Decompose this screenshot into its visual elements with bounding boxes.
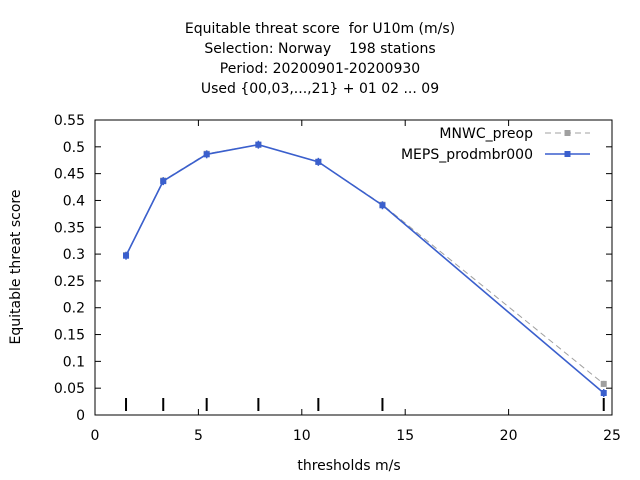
y-tick-label: 0.3 xyxy=(63,247,85,263)
data-point xyxy=(315,158,322,165)
axis-ticks: 0 0.05 0.1 0.15 0.2 0.25 0.3 0.35 0.4 0.45 0.5 0.55… xyxy=(54,113,621,444)
series-line-2 xyxy=(125,143,605,394)
y-tick-label: 0.5 xyxy=(63,140,85,156)
title-line-3: Period: 20200901-20200930 xyxy=(219,61,421,77)
legend: MNWC_preop MEPS_prodmbr000 xyxy=(401,126,590,163)
x-axis-label: thresholds m/s xyxy=(297,458,400,474)
y-tick-label: 0.2 xyxy=(63,301,85,317)
y-tick-label: 0.35 xyxy=(54,220,85,236)
y-tick-label: 0.25 xyxy=(54,274,85,290)
y-tick-label: 0.55 xyxy=(54,113,85,129)
y-axis-label: Equitable threat score xyxy=(8,190,24,345)
y-tick-label: 0.15 xyxy=(54,328,85,344)
series-layer xyxy=(123,140,607,398)
x-tick-label: 15 xyxy=(396,428,414,444)
data-point xyxy=(203,151,210,158)
data-point xyxy=(600,390,607,397)
series-line-1 xyxy=(125,144,605,385)
y-tick-label: 0.1 xyxy=(63,354,85,370)
y-tick-label: 0.05 xyxy=(54,381,85,397)
data-point xyxy=(255,141,262,148)
x-tick-label: 20 xyxy=(500,428,518,444)
legend-marker xyxy=(564,130,571,136)
title-line-4: Used {00,03,...,21} + 01 02 ... 09 xyxy=(200,81,440,97)
x-tick-label: 5 xyxy=(194,428,203,444)
legend-label: MNWC_preop xyxy=(439,126,533,142)
x-tick-label: 0 xyxy=(91,428,100,444)
data-point xyxy=(123,252,130,259)
legend-label: MEPS_prodmbr000 xyxy=(401,147,533,163)
data-point xyxy=(600,380,607,387)
legend-marker xyxy=(564,151,571,157)
x-tick-label: 25 xyxy=(603,428,621,444)
y-tick-label: 0.45 xyxy=(54,167,85,183)
title-line-2: Selection: Norway 198 stations xyxy=(204,41,436,57)
x-tick-label: 10 xyxy=(293,428,311,444)
data-point xyxy=(379,202,386,209)
y-tick-label: 0.4 xyxy=(63,193,85,209)
y-tick-label: 0 xyxy=(76,408,85,424)
threshold-marks xyxy=(125,398,605,411)
plot-frame xyxy=(94,119,613,416)
title-line-1: Equitable threat score for U10m (m/s) xyxy=(184,21,456,37)
data-point xyxy=(160,178,167,185)
